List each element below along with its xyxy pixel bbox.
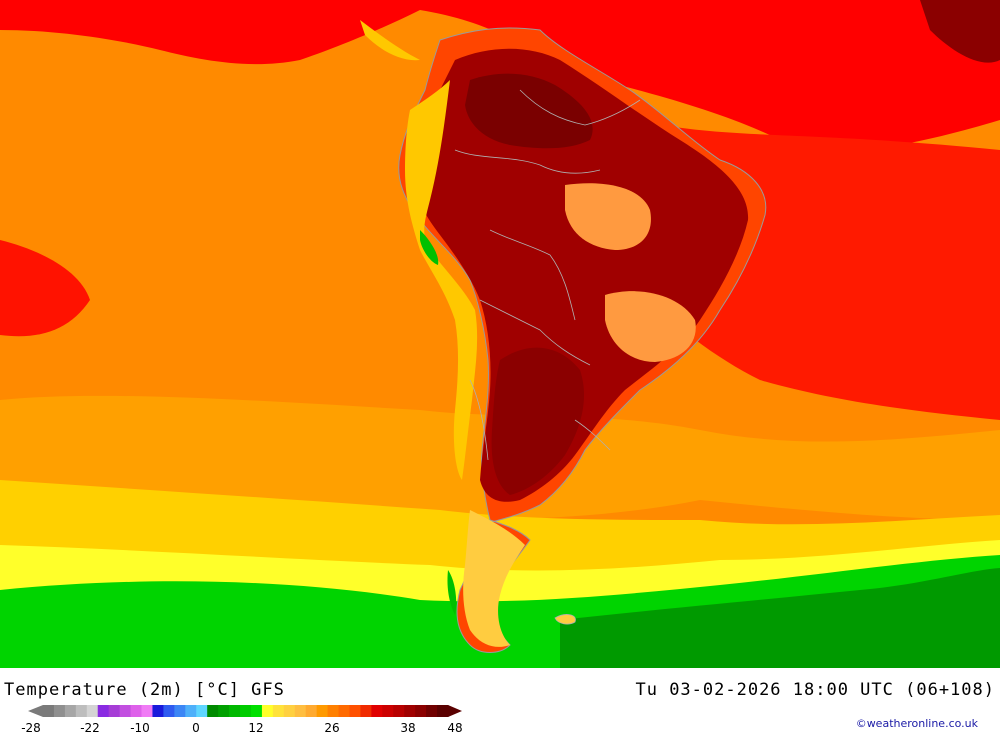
legend-color-step xyxy=(261,705,274,717)
legend-tick-labels: -28 -22 -10 0 12 26 38 48 xyxy=(21,721,462,733)
andes-cold-patch xyxy=(420,230,439,265)
legend-color-step xyxy=(283,705,296,717)
credit-link[interactable]: ©weatheronline.co.uk xyxy=(855,717,978,730)
plateau-mild xyxy=(565,183,651,250)
legend-color-step xyxy=(327,705,340,717)
southern-andes-cold xyxy=(447,570,457,615)
legend-color-step xyxy=(196,705,208,717)
legend-color-step xyxy=(108,705,121,717)
legend-color-step xyxy=(218,705,230,717)
coldest-ocean-band xyxy=(560,568,1000,668)
legend-color-bar xyxy=(43,705,449,717)
legend-color-step xyxy=(141,705,153,717)
legend-color-step xyxy=(294,705,307,717)
legend-tick-label: -10 xyxy=(130,721,150,733)
legend-color-step xyxy=(207,705,219,717)
legend-color-step xyxy=(415,705,427,717)
legend-color-step xyxy=(426,705,438,717)
warm-ocean-pacific xyxy=(0,240,90,337)
legend-color-step xyxy=(404,705,416,717)
legend-color-step xyxy=(250,705,263,717)
amazon-hottest xyxy=(465,73,593,149)
map-footer: Temperature (2m) [°C] GFS Tu 03-02-2026 … xyxy=(0,668,1000,733)
legend-color-step xyxy=(371,705,383,717)
legend-color-step xyxy=(393,705,405,717)
legend-color-step xyxy=(97,705,110,717)
legend-color-step xyxy=(152,705,164,717)
legend-color-step xyxy=(174,705,186,717)
legend-tick-label: 12 xyxy=(248,721,263,733)
legend-color-step xyxy=(185,705,197,717)
legend-color-step xyxy=(86,705,99,717)
falkland-islands xyxy=(554,614,576,625)
forecast-timestamp: Tu 03-02-2026 18:00 UTC (06+108) xyxy=(635,680,995,700)
north-africa-hot xyxy=(920,0,1000,63)
legend-arrow-left xyxy=(28,705,43,717)
legend-color-step xyxy=(240,705,252,717)
map-canvas xyxy=(0,0,1000,668)
warm-ocean-north xyxy=(0,0,1000,151)
legend-tick-label: 0 xyxy=(192,721,200,733)
legend-color-step xyxy=(360,705,372,717)
legend-color-step xyxy=(349,705,361,717)
central-america-strip xyxy=(360,20,420,61)
temperature-legend: -28 -22 -10 0 12 26 38 48 xyxy=(21,705,463,733)
legend-color-step xyxy=(75,705,88,717)
legend-color-step xyxy=(64,705,77,717)
legend-color-step xyxy=(272,705,285,717)
legend-tick-label: -28 xyxy=(21,721,41,733)
highland-mild xyxy=(605,291,696,362)
patagonia-cool xyxy=(463,510,525,647)
legend-tick-label: 26 xyxy=(324,721,339,733)
andes-cool-strip xyxy=(405,80,478,480)
country-borders xyxy=(454,89,641,461)
legend-color-step xyxy=(382,705,394,717)
legend-color-step xyxy=(43,705,55,717)
legend-color-step xyxy=(229,705,241,717)
legend-tick-label: 48 xyxy=(447,721,462,733)
temperature-map xyxy=(0,0,1000,668)
legend-color-step xyxy=(316,705,329,717)
legend-color-step xyxy=(53,705,66,717)
legend-color-step xyxy=(163,705,175,717)
legend-color-step xyxy=(305,705,318,717)
legend-arrow-right xyxy=(448,705,462,717)
legend-tick-label: 38 xyxy=(400,721,415,733)
pampas-hottest xyxy=(491,347,585,495)
legend-color-step xyxy=(119,705,132,717)
legend-color-step xyxy=(338,705,350,717)
legend-color-step xyxy=(437,705,449,717)
map-title: Temperature (2m) [°C] GFS xyxy=(4,680,285,700)
legend-color-step xyxy=(130,705,143,717)
legend-tick-label: -22 xyxy=(80,721,100,733)
